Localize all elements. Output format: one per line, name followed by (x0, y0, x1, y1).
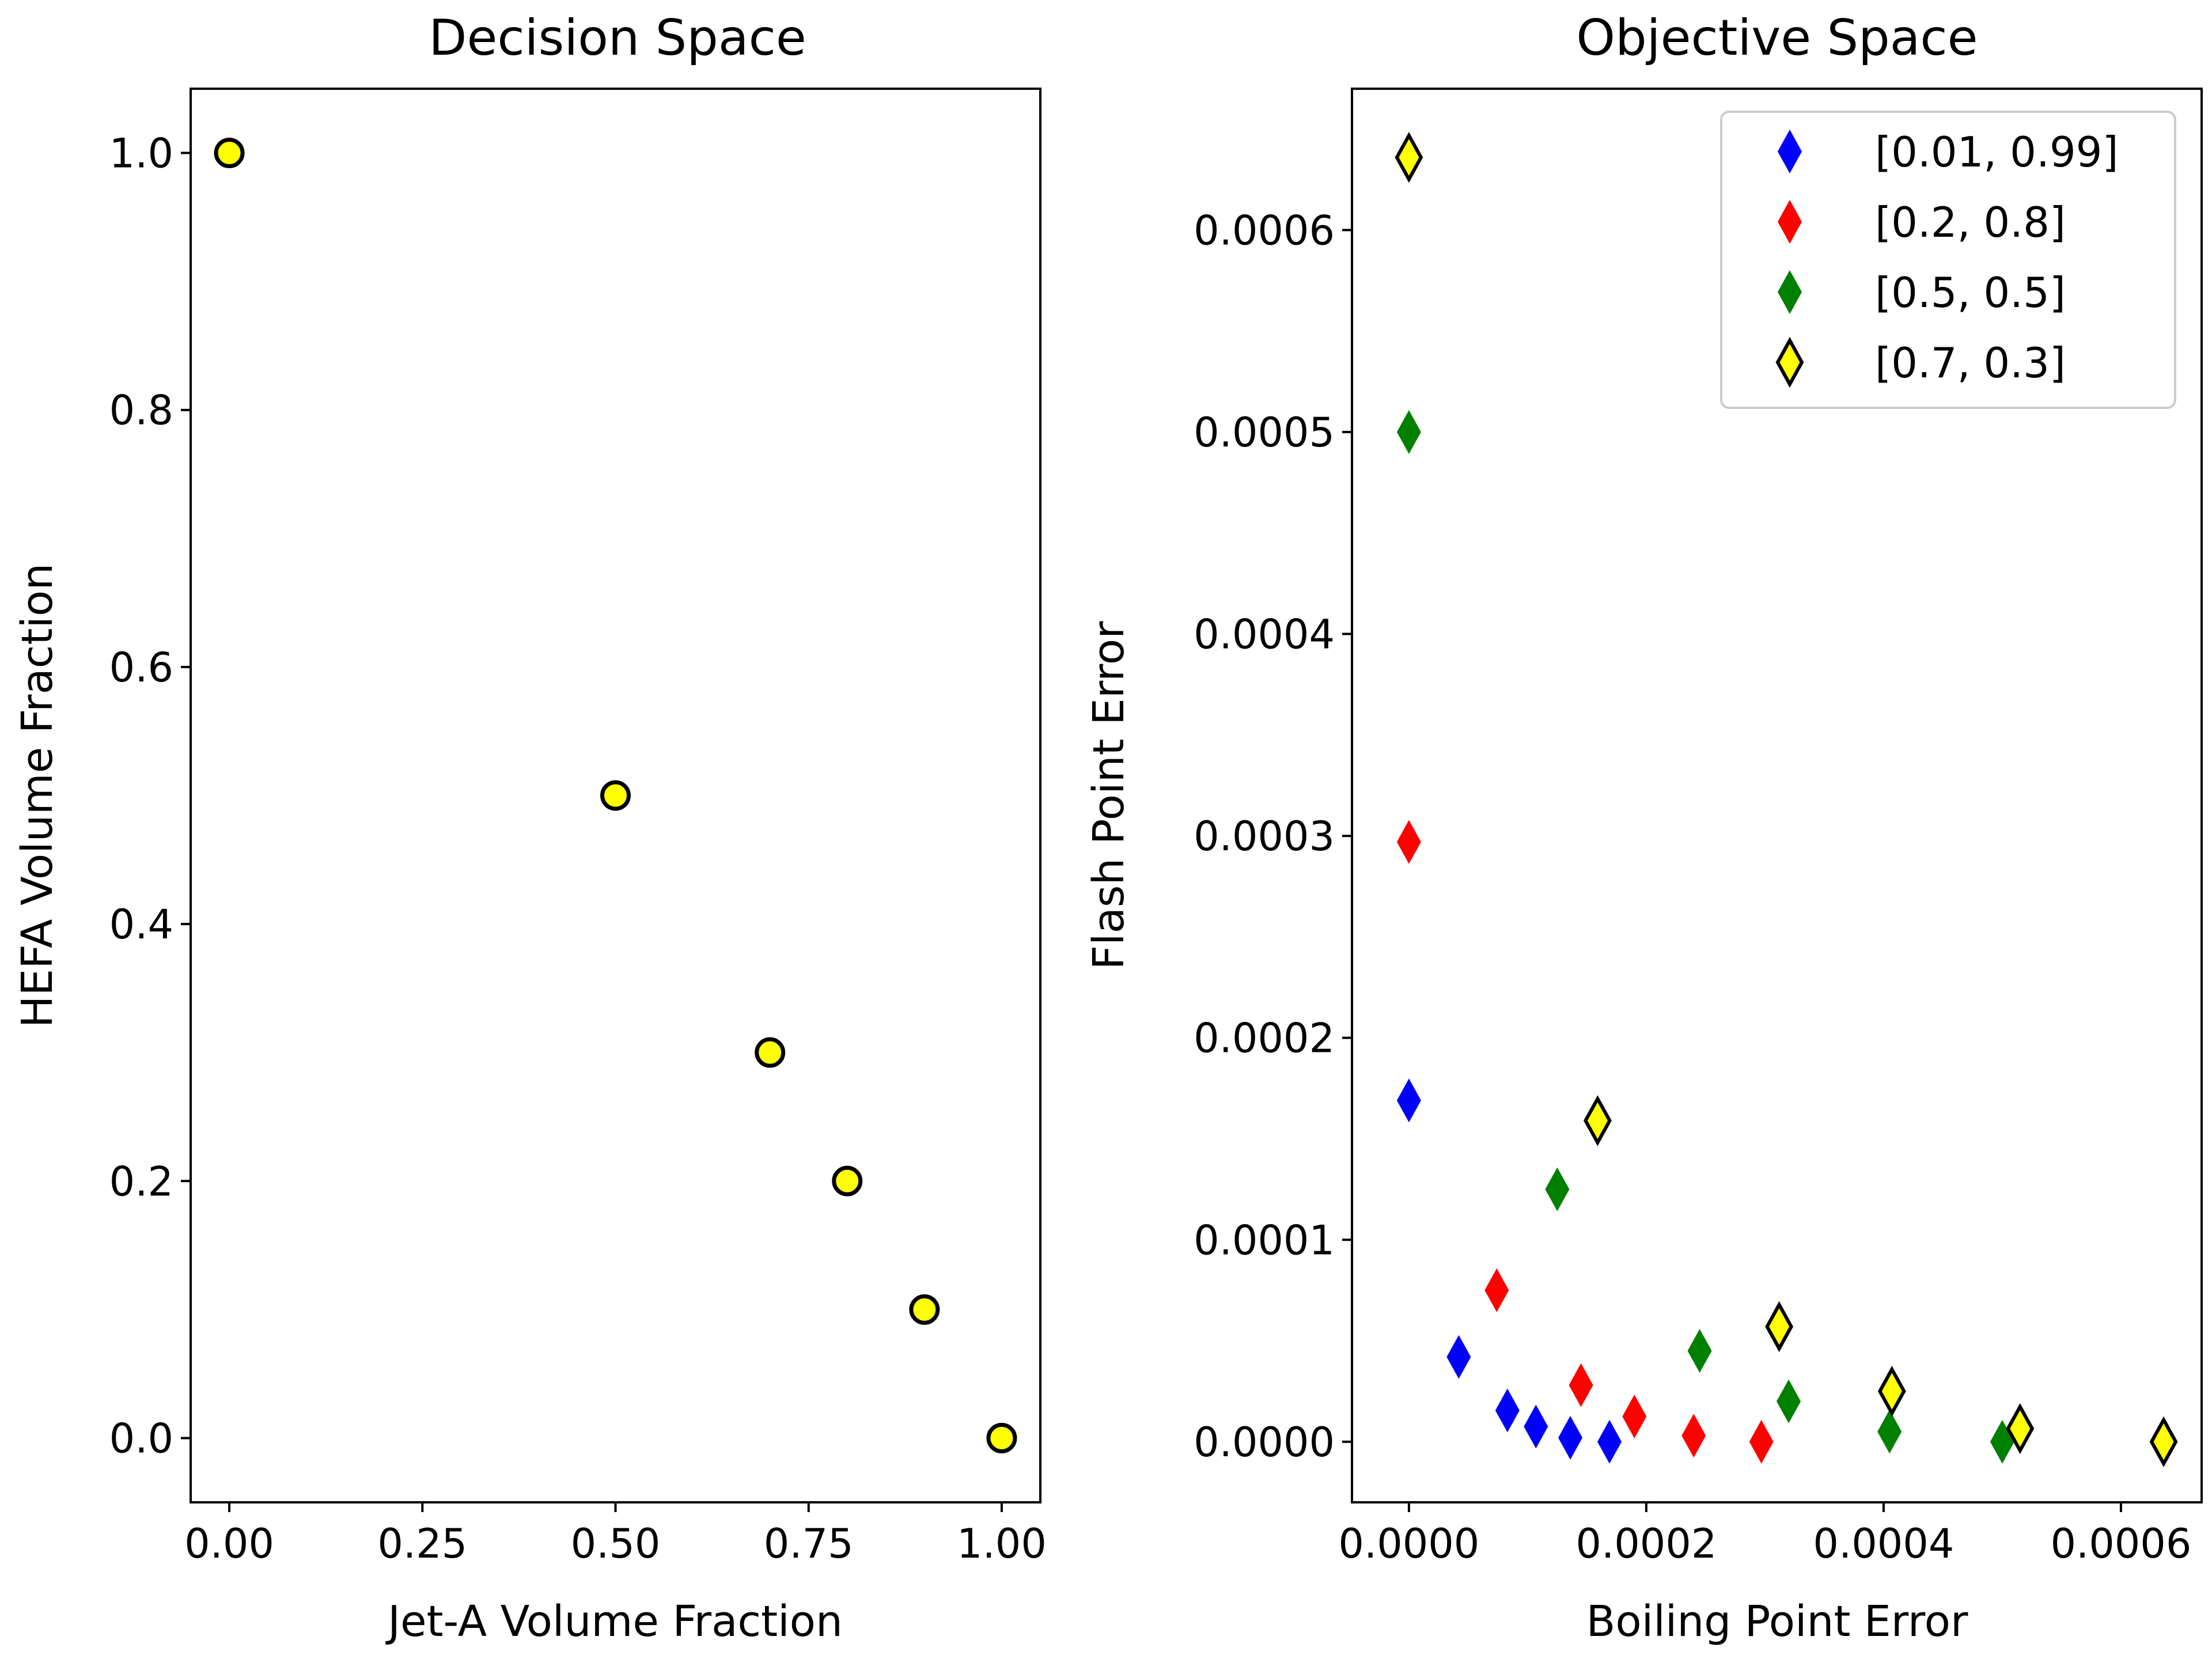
decision-space-x-tick-label: 0.50 (571, 1520, 661, 1567)
objective-space-title: Objective Space (1576, 9, 1978, 67)
decision-space-x-tick-label: 0.25 (377, 1520, 467, 1567)
objective-space-point-series-2 (1569, 1363, 1593, 1407)
objective-space-y-tick-label: 0.0002 (1194, 1015, 1335, 1062)
legend-frame (1720, 111, 2176, 409)
legend: [0.01, 0.99] [0.2, 0.8] [0.5, 0.5] [0.7, 0.… (1720, 111, 2176, 409)
legend-label-series-2: [0.2, 0.8] (1875, 198, 2066, 247)
decision-space-point (909, 1294, 940, 1325)
objective-space-frame (1351, 88, 2203, 1503)
objective-space-point-series-2 (1681, 1414, 1706, 1458)
objective-space-point-series-4 (1765, 1301, 1794, 1353)
decision-space-plot-area: 0.00 0.25 0.50 0.75 1.00 0.0 0.2 0.4 0.6 0.8 1.0 (109, 130, 1047, 1567)
decision-space-y-tick-label: 0.6 (109, 644, 173, 691)
legend-marker-series-4 (1775, 336, 1804, 388)
objective-space-y-tick-label: 0.0001 (1194, 1217, 1335, 1264)
decision-space-x-tick-label: 0.00 (184, 1520, 274, 1567)
legend-marker-series-2 (1778, 200, 1802, 244)
objective-space-y-tick-label: 0.0004 (1194, 611, 1335, 658)
legend-label-series-3: [0.5, 0.5] (1875, 268, 2066, 317)
decision-space-panel: Decision Space 0.00 0.25 0.50 0.75 1.000.00.… (13, 9, 1047, 1646)
objective-space-x-tick-label: 0.0006 (2050, 1520, 2191, 1567)
legend-marker-series-1 (1778, 130, 1802, 173)
objective-space-x-tick-label: 0.0000 (1338, 1520, 1479, 1567)
objective-space-y-tick-label: 0.0003 (1194, 813, 1335, 860)
objective-space-plot-area: 0.0000 0.0002 0.0004 0.0006 0.0000 0.0001 0.00… (1194, 131, 2191, 1567)
decision-space-y-tick-label: 1.0 (109, 130, 173, 177)
objective-space-y-tick-label: 0.0005 (1194, 409, 1335, 456)
objective-space-point-series-2 (1622, 1395, 1647, 1439)
objective-space-point-series-3 (1877, 1410, 1902, 1454)
objective-space-point-series-4 (2149, 1416, 2178, 1468)
objective-space-y-tick-label: 0.0000 (1194, 1419, 1335, 1466)
decision-space-frame (190, 88, 1041, 1503)
objective-space-point-series-4 (2006, 1403, 2035, 1455)
objective-space-point-series-4 (1584, 1095, 1612, 1146)
decision-space-x-axis-label: Jet-A Volume Fraction (385, 1597, 843, 1646)
objective-space-point-series-1 (1524, 1404, 1548, 1449)
legend-label-series-1: [0.01, 0.99] (1875, 128, 2119, 176)
objective-space-x-tick-label: 0.0002 (1575, 1520, 1717, 1567)
objective-space-point-series-1 (1558, 1415, 1583, 1460)
objective-space-panel: Objective Space 0.0000 0.0002 0.0004 0.0006… (1084, 9, 2203, 1646)
objective-space-point-series-1 (1495, 1388, 1520, 1433)
objective-space-x-tick-label: 0.0004 (1813, 1520, 1954, 1567)
decision-space-y-tick-label: 0.8 (109, 387, 173, 434)
decision-space-y-tick-label: 0.2 (109, 1158, 173, 1205)
objective-space-point-series-1 (1446, 1335, 1471, 1379)
decision-space-point (755, 1037, 786, 1068)
objective-space-y-axis-label: Flash Point Error (1084, 621, 1134, 970)
objective-space-point-series-3 (1545, 1167, 1570, 1211)
decision-space-point (832, 1165, 863, 1196)
decision-space-y-axis-label: HEFA Volume Fraction (13, 563, 62, 1028)
legend-label-series-4: [0.7, 0.3] (1875, 339, 2066, 387)
decision-space-x-tick-label: 0.75 (764, 1520, 854, 1567)
objective-space-point-series-1 (1396, 1078, 1421, 1123)
objective-space-point-series-3 (1687, 1329, 1712, 1373)
objective-space-point-series-2 (1484, 1268, 1509, 1312)
decision-space-y-tick-label: 0.0 (109, 1415, 173, 1462)
decision-space-x-tick-label: 1.00 (957, 1520, 1047, 1567)
objective-space-point-series-4 (1395, 131, 1423, 183)
objective-space-x-axis-label: Boiling Point Error (1586, 1597, 1968, 1646)
decision-space-point (600, 780, 631, 811)
objective-space-point-series-3 (1777, 1379, 1801, 1423)
decision-space-point (214, 138, 245, 169)
legend-marker-series-3 (1778, 270, 1802, 314)
decision-space-y-tick-label: 0.4 (109, 901, 173, 948)
decision-space-point (986, 1422, 1017, 1453)
objective-space-point-series-2 (1396, 820, 1421, 864)
objective-space-point-series-4 (1877, 1365, 1906, 1417)
decision-space-title: Decision Space (429, 9, 806, 67)
objective-space-point-series-1 (1597, 1419, 1622, 1464)
objective-space-y-tick-label: 0.0006 (1194, 207, 1335, 254)
objective-space-point-series-2 (1749, 1419, 1774, 1464)
objective-space-point-series-3 (1396, 410, 1421, 454)
